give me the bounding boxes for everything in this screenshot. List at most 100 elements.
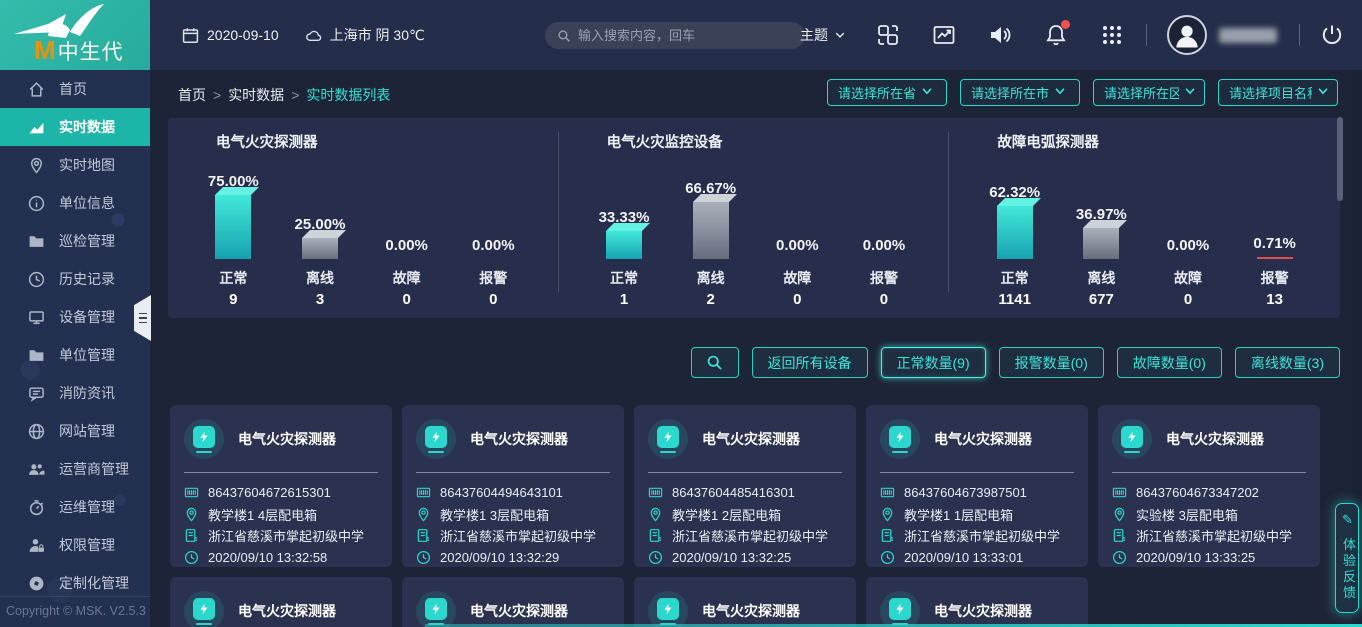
- sidebar-menu: 首页 实时数据实时地图单位信息 巡检管理 历史记录 设备管理单位管理消防资讯 网站管理 运营…: [0, 70, 150, 602]
- app-logo[interactable]: M中生代: [0, 0, 150, 70]
- bar-column-正常: 62.32% 正常 1141: [978, 184, 1052, 308]
- date-display: 2020-09-10: [182, 27, 279, 44]
- search-input[interactable]: [578, 28, 793, 43]
- card-header: 电气火灾探测器: [880, 591, 1074, 627]
- sidebar-item-bar-chart[interactable]: 实时数据: [0, 108, 150, 146]
- device-card[interactable]: 电气火灾探测器: [866, 577, 1088, 627]
- filter-select-4[interactable]: 请选择项目名称: [1218, 79, 1338, 106]
- notification-bell-icon[interactable]: [1044, 20, 1070, 47]
- feedback-button[interactable]: ✎ 体验反馈: [1335, 503, 1359, 613]
- bar-percent-label: 0.00%: [776, 237, 819, 254]
- sidebar-item-custom[interactable]: 定制化管理: [0, 564, 150, 602]
- filter-select-1[interactable]: 请选择所在省: [827, 79, 947, 106]
- search-button[interactable]: [690, 347, 739, 378]
- bar-value-label: 9: [229, 291, 238, 308]
- breadcrumb-separator: >: [291, 87, 300, 103]
- chart-bars: 62.32% 正常 1141 36.97% 离线 677 0.00% 故障 0 0.71% 报警 13: [971, 184, 1318, 308]
- global-search: [545, 22, 805, 49]
- device-icon-badge: [416, 591, 456, 627]
- history-icon: [28, 271, 45, 288]
- toolbar-button[interactable]: 故障数量(0): [1116, 347, 1222, 378]
- bar-column-离线: 66.67% 离线 2: [674, 180, 748, 308]
- device-card[interactable]: 电气火灾探测器: [170, 577, 392, 627]
- toolbar-button[interactable]: 正常数量(9): [880, 347, 986, 378]
- weather-display: 上海市 阴 30℃: [305, 25, 425, 45]
- pencil-icon: ✎: [1341, 513, 1356, 538]
- speaker-icon[interactable]: [988, 23, 1012, 47]
- apps-grid-icon[interactable]: [1100, 23, 1124, 47]
- sidebar-item-folder[interactable]: 单位管理: [0, 336, 150, 374]
- bar-value-label: 0: [793, 291, 802, 308]
- bar-column-报警: 0.71% 报警 13: [1238, 235, 1312, 308]
- card-row-device_id: 86437604673347202: [1112, 482, 1306, 504]
- breadcrumb-item[interactable]: 首页: [178, 87, 206, 103]
- device-type: 电气火灾探测器: [1166, 431, 1264, 447]
- chevron-down-icon: [1179, 84, 1197, 101]
- bar-column-故障: 0.00% 故障 0: [370, 237, 444, 308]
- barcode-icon: [880, 485, 895, 500]
- card-divider: [648, 472, 842, 473]
- bolt-icon: [657, 425, 679, 448]
- right-edge-strip: [1352, 70, 1362, 627]
- bar-3d: [692, 194, 737, 259]
- card-row-location: 教学楼1 4层配电箱: [184, 504, 378, 526]
- sidebar-item-users[interactable]: 运营商管理: [0, 450, 150, 488]
- sidebar-item-home[interactable]: 首页: [0, 70, 150, 108]
- chart-report-icon[interactable]: [932, 23, 956, 47]
- toolbar-button[interactable]: 返回所有设备: [751, 347, 868, 378]
- card-row-time: 2020/09/10 13:33:25: [1112, 547, 1306, 569]
- device-card[interactable]: 电气火灾探测器: [634, 577, 856, 627]
- bar-top-face: [996, 198, 1041, 206]
- sidebar-item-stopwatch[interactable]: 运维管理: [0, 488, 150, 526]
- breadcrumb-item[interactable]: 实时数据: [228, 87, 285, 103]
- barcode-icon: [416, 485, 431, 500]
- logo-text: M中生代: [34, 35, 124, 65]
- filter-select-2[interactable]: 请选择所在市: [960, 79, 1080, 106]
- sidebar-item-user-lock[interactable]: 权限管理: [0, 526, 150, 564]
- bar-percent-label: 0.00%: [862, 237, 906, 254]
- sidebar-item-history[interactable]: 历史记录: [0, 260, 150, 298]
- device-card[interactable]: 电气火灾探测器: [402, 577, 624, 627]
- filter-select-3[interactable]: 请选择所在区县: [1093, 79, 1205, 106]
- weather-cloud-icon: [305, 27, 322, 44]
- bar-top-face: [1083, 220, 1128, 228]
- card-row-unit: 浙江省慈溪市掌起初级中学: [1112, 525, 1306, 547]
- sidebar-item-globe[interactable]: 网站管理: [0, 412, 150, 450]
- clock-icon: [1112, 550, 1127, 565]
- screen-switch-icon[interactable]: [876, 23, 900, 47]
- bar-value-label: 0: [489, 291, 498, 308]
- theme-selector[interactable]: 主题: [800, 25, 846, 45]
- device-card[interactable]: 电气火灾探测器 86437604485416301 教学楼1 2层配电箱 浙江省慈溪市…: [634, 405, 856, 567]
- bar-percent-label: 0.00%: [385, 237, 428, 254]
- device-card[interactable]: 电气火灾探测器 86437604673347202 实验楼 3层配电箱 浙江省慈溪市掌…: [1098, 405, 1320, 567]
- main-content: 首页 > 实时数据 > 实时数据列表 请选择所在省 请选择所在市 请选择所在区县 请选择项目名…: [150, 70, 1362, 627]
- card-time: 2020/09/10 13:33:01: [904, 549, 1024, 565]
- card-time: 2020/09/10 13:32:58: [208, 549, 328, 565]
- device-card[interactable]: 电气火灾探测器 86437604672615301 教学楼1 4层配电箱 浙江省慈溪市…: [170, 405, 392, 567]
- clock-icon: [184, 550, 199, 565]
- breadcrumb-item[interactable]: 实时数据列表: [306, 87, 391, 103]
- sidebar-item-folder[interactable]: 巡检管理: [0, 222, 150, 260]
- device-icon-underline: [892, 450, 908, 453]
- sidebar-item-message[interactable]: 消防资讯: [0, 374, 150, 412]
- barcode-icon: [1112, 485, 1127, 500]
- device-card[interactable]: 电气火灾探测器 86437604494643101 教学楼1 3层配电箱 浙江省慈溪市…: [402, 405, 624, 567]
- sidebar-item-label: 实时地图: [59, 157, 115, 173]
- power-logout-icon[interactable]: [1320, 23, 1344, 47]
- sidebar-item-info[interactable]: 单位信息: [0, 184, 150, 222]
- bar-category-label: 报警: [1260, 270, 1289, 286]
- toolbar-button[interactable]: 离线数量(3): [1234, 347, 1340, 378]
- sidebar-item-monitor[interactable]: 设备管理: [0, 298, 150, 336]
- user-avatar[interactable]: [1167, 15, 1207, 55]
- bar-value-label: 1: [619, 291, 629, 308]
- bar-percent-label: 25.00%: [294, 216, 346, 233]
- sidebar-item-label: 单位管理: [59, 347, 115, 363]
- toolbar-button[interactable]: 报警数量(0): [998, 347, 1104, 378]
- sidebar-item-map-pin[interactable]: 实时地图: [0, 146, 150, 184]
- card-time: 2020/09/10 13:32:25: [672, 549, 792, 565]
- device-type: 电气火灾探测器: [702, 603, 800, 619]
- sidebar-item-label: 定制化管理: [59, 575, 129, 591]
- vertical-scrollbar-thumb[interactable]: [1337, 117, 1343, 201]
- sidebar-collapse-handle[interactable]: [134, 295, 151, 341]
- device-card[interactable]: 电气火灾探测器 86437604673987501 教学楼1 1层配电箱 浙江省慈溪市…: [866, 405, 1088, 567]
